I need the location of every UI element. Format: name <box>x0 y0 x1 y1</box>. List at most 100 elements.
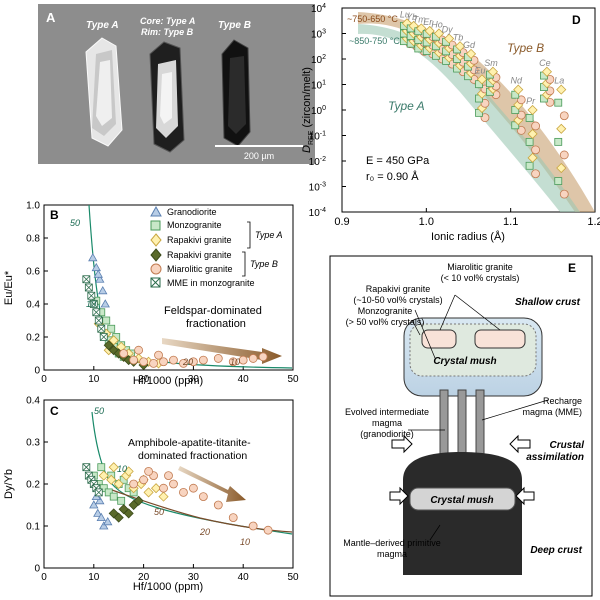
e-rapakivi-1: Rapakivi granite <box>366 284 431 294</box>
element-label-pr: Pr <box>526 96 536 106</box>
y-tick-label: 1.0 <box>26 201 40 212</box>
deep-chamber <box>403 452 522 575</box>
panel-d-ylabel: DREE (zircon/melt) <box>301 67 315 153</box>
crystal-type-a <box>85 37 123 147</box>
data-point <box>95 495 105 505</box>
data-point <box>100 299 110 308</box>
panel-c-annot-1: Amphibole-apatite-titanite- <box>128 437 251 449</box>
y-tick-label: 0.8 <box>26 234 40 245</box>
data-point <box>93 269 103 278</box>
data-point <box>154 350 163 360</box>
e-deep: Deep crust <box>530 545 582 556</box>
miarolitic-pocket-1 <box>421 329 457 349</box>
data-point <box>119 349 129 358</box>
element-label-tb: Tb <box>453 32 464 42</box>
data-point <box>258 352 268 362</box>
data-point <box>149 358 158 368</box>
element-label-eu: Eu <box>474 65 485 75</box>
x-tick-label: 1.2 <box>587 216 600 228</box>
x-tick-label: 20 <box>138 374 150 385</box>
x-tick-label: 30 <box>188 374 200 385</box>
data-point <box>87 291 96 300</box>
data-point <box>96 512 106 521</box>
data-point <box>88 252 98 262</box>
panel-c-ylabel: Dy/Yb <box>3 469 15 499</box>
data-point <box>133 495 144 506</box>
data-point <box>84 283 93 292</box>
label-rim: Rim: Type B <box>141 27 194 37</box>
e-rapakivi-2: (~10-50 vol% crystals) <box>353 295 442 305</box>
crystal-type-b <box>221 39 251 147</box>
data-point <box>104 488 113 497</box>
x-tick-label: 1.1 <box>503 216 518 228</box>
data-point <box>554 137 563 146</box>
panel-b-ylabel: Eu/Eu* <box>3 270 15 305</box>
x-tick-label: 0 <box>41 572 47 583</box>
data-point <box>480 113 490 123</box>
e-recharge-2: magma (MME) <box>522 407 582 417</box>
x-tick-label: 50 <box>287 572 299 583</box>
y-tick-label: 104 <box>311 3 326 15</box>
legend-monzogranite: Monzogranite <box>167 220 222 230</box>
panel-b-curve-label-50: 50 <box>70 218 80 228</box>
panel-c-frame <box>43 399 294 569</box>
x-tick-label: 40 <box>238 572 250 583</box>
e-miarolitic-1: Miarolitic granite <box>447 262 513 272</box>
element-label-gd: Gd <box>463 40 476 50</box>
y-tick-label: 0.2 <box>26 480 40 491</box>
panel-d-points <box>400 18 569 199</box>
data-point <box>465 48 477 59</box>
data-point <box>213 500 223 510</box>
panel-b: B Eu/Eu* Hf/1000 (ppm) 0 10 20 30 40 50 0 0.2 0.… <box>3 201 299 388</box>
data-point <box>424 25 435 37</box>
data-point <box>89 300 98 308</box>
assim-arrow-right-bottom <box>515 486 535 506</box>
element-label-nd: Nd <box>510 76 522 86</box>
label-type-a: Type A <box>86 20 119 31</box>
mush-bottom-label: Crystal mush <box>430 495 493 506</box>
panel-c-curve-label-50: 50 <box>94 406 104 416</box>
e-assim-2: assimilation <box>526 452 584 463</box>
x-tick-label: 30 <box>188 572 200 583</box>
data-point <box>527 152 538 163</box>
y-tick-label: 0.4 <box>26 300 40 311</box>
panel-c-ticks: 0 10 20 30 40 50 0 0.1 0.2 0.3 0.4 <box>26 396 299 584</box>
e-mantle-2: magma <box>377 549 407 559</box>
data-point <box>123 466 134 477</box>
data-point <box>248 521 258 531</box>
element-label-la: La <box>554 76 564 86</box>
panel-c-curve-label-10: 10 <box>240 537 250 547</box>
data-point <box>516 125 526 135</box>
panel-e: E Crystal mush Crystal mush Miarolitic g… <box>329 255 593 597</box>
data-point <box>531 169 540 179</box>
data-point <box>525 114 534 122</box>
panel-b-annot-1: Feldspar-dominated <box>164 305 262 317</box>
element-label-lu: Lu <box>400 9 410 19</box>
x-tick-label: 40 <box>238 374 250 385</box>
y-tick-label: 0.1 <box>26 522 40 533</box>
legend-type-b: Type B <box>250 259 278 269</box>
mush-top-label: Crystal mush <box>433 356 496 367</box>
data-point <box>91 262 101 272</box>
data-point <box>106 474 117 485</box>
data-point <box>188 357 198 367</box>
temp-high-label: ~750-650 °C <box>347 14 398 24</box>
panel-c-letter: C <box>50 404 59 418</box>
data-point <box>238 355 248 365</box>
e-evolved-1: Evolved intermediate <box>345 407 429 417</box>
band-type-a <box>358 24 580 212</box>
data-point <box>95 274 105 283</box>
data-point <box>159 357 168 367</box>
label-type-b: Type B <box>218 20 251 31</box>
data-point <box>108 462 119 473</box>
e-miarolitic-2: (< 10 vol% crystals) <box>441 273 520 283</box>
panel-d-letter: D <box>572 13 581 27</box>
y-tick-label: 10-3 <box>309 182 326 194</box>
e-evolved-3: (granodiorite) <box>360 429 414 439</box>
data-point <box>113 512 124 523</box>
data-point <box>93 508 103 517</box>
data-point <box>263 525 273 535</box>
panel-a: A Type A Core: Type A Rim: Type B Type B… <box>38 4 315 164</box>
data-point <box>94 488 103 497</box>
